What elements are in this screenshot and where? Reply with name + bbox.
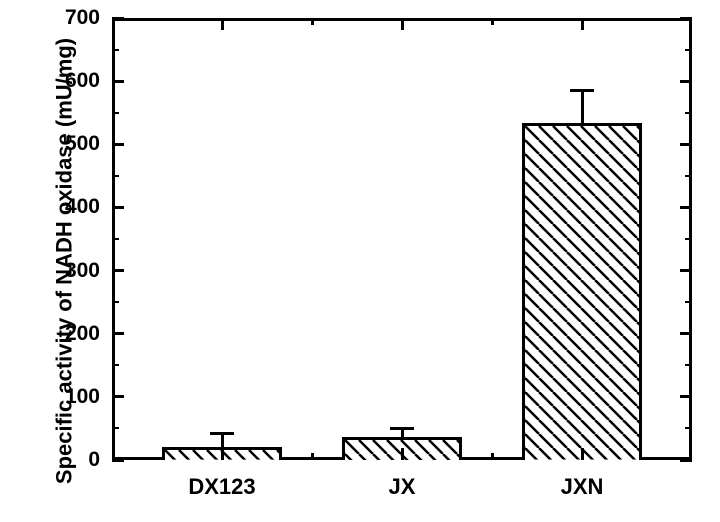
y-major-tick: [112, 17, 124, 20]
y-major-tick: [112, 395, 124, 398]
y-minor-tick: [112, 112, 119, 114]
y-minor-tick: [685, 301, 692, 303]
y-major-tick: [112, 206, 124, 209]
x-minor-tick: [491, 18, 494, 25]
y-minor-tick: [685, 175, 692, 177]
x-minor-tick: [491, 453, 494, 460]
y-tick-label: 500: [65, 132, 112, 156]
y-minor-tick: [685, 427, 692, 429]
plot-area: 0100200300400500600700DX123JXJXN: [112, 18, 692, 460]
x-major-tick: [581, 18, 584, 30]
y-major-tick: [680, 80, 692, 83]
y-minor-tick: [685, 49, 692, 51]
y-major-tick: [112, 269, 124, 272]
y-minor-tick: [112, 364, 119, 366]
y-tick-label: 700: [65, 6, 112, 30]
y-minor-tick: [112, 49, 119, 51]
y-major-tick: [680, 269, 692, 272]
y-major-tick: [112, 459, 124, 462]
x-minor-tick: [311, 453, 314, 460]
y-minor-tick: [112, 238, 119, 240]
y-major-tick: [112, 332, 124, 335]
y-minor-tick: [685, 238, 692, 240]
x-major-tick: [221, 18, 224, 30]
x-major-tick: [401, 18, 404, 30]
y-major-tick: [680, 332, 692, 335]
error-bar-cap: [570, 89, 594, 92]
error-bar-cap: [210, 432, 234, 435]
bar-hatch: [525, 126, 639, 460]
y-tick-label: 100: [65, 385, 112, 409]
x-minor-tick: [311, 18, 314, 25]
error-bar-cap: [390, 427, 414, 430]
error-bar-stem: [581, 91, 584, 124]
x-major-tick: [401, 448, 404, 460]
chart-container: Specific activity of NADH oxidase (mU/mg…: [0, 0, 720, 522]
y-tick-label: 200: [65, 322, 112, 346]
y-tick-label: 300: [65, 259, 112, 283]
x-tick-label: DX123: [188, 460, 255, 500]
y-major-tick: [112, 80, 124, 83]
y-minor-tick: [112, 301, 119, 303]
y-tick-label: 600: [65, 69, 112, 93]
y-major-tick: [680, 17, 692, 20]
bar: [522, 123, 642, 460]
error-bar-stem: [221, 433, 224, 447]
y-minor-tick: [685, 112, 692, 114]
x-tick-label: JXN: [561, 460, 604, 500]
x-major-tick: [581, 448, 584, 460]
y-major-tick: [680, 206, 692, 209]
y-minor-tick: [685, 364, 692, 366]
y-major-tick: [680, 395, 692, 398]
y-major-tick: [680, 459, 692, 462]
x-major-tick: [221, 448, 224, 460]
x-tick-label: JX: [389, 460, 416, 500]
y-tick-label: 400: [65, 195, 112, 219]
y-tick-label: 0: [88, 448, 112, 472]
y-major-tick: [112, 143, 124, 146]
y-major-tick: [680, 143, 692, 146]
y-minor-tick: [112, 427, 119, 429]
y-minor-tick: [112, 175, 119, 177]
